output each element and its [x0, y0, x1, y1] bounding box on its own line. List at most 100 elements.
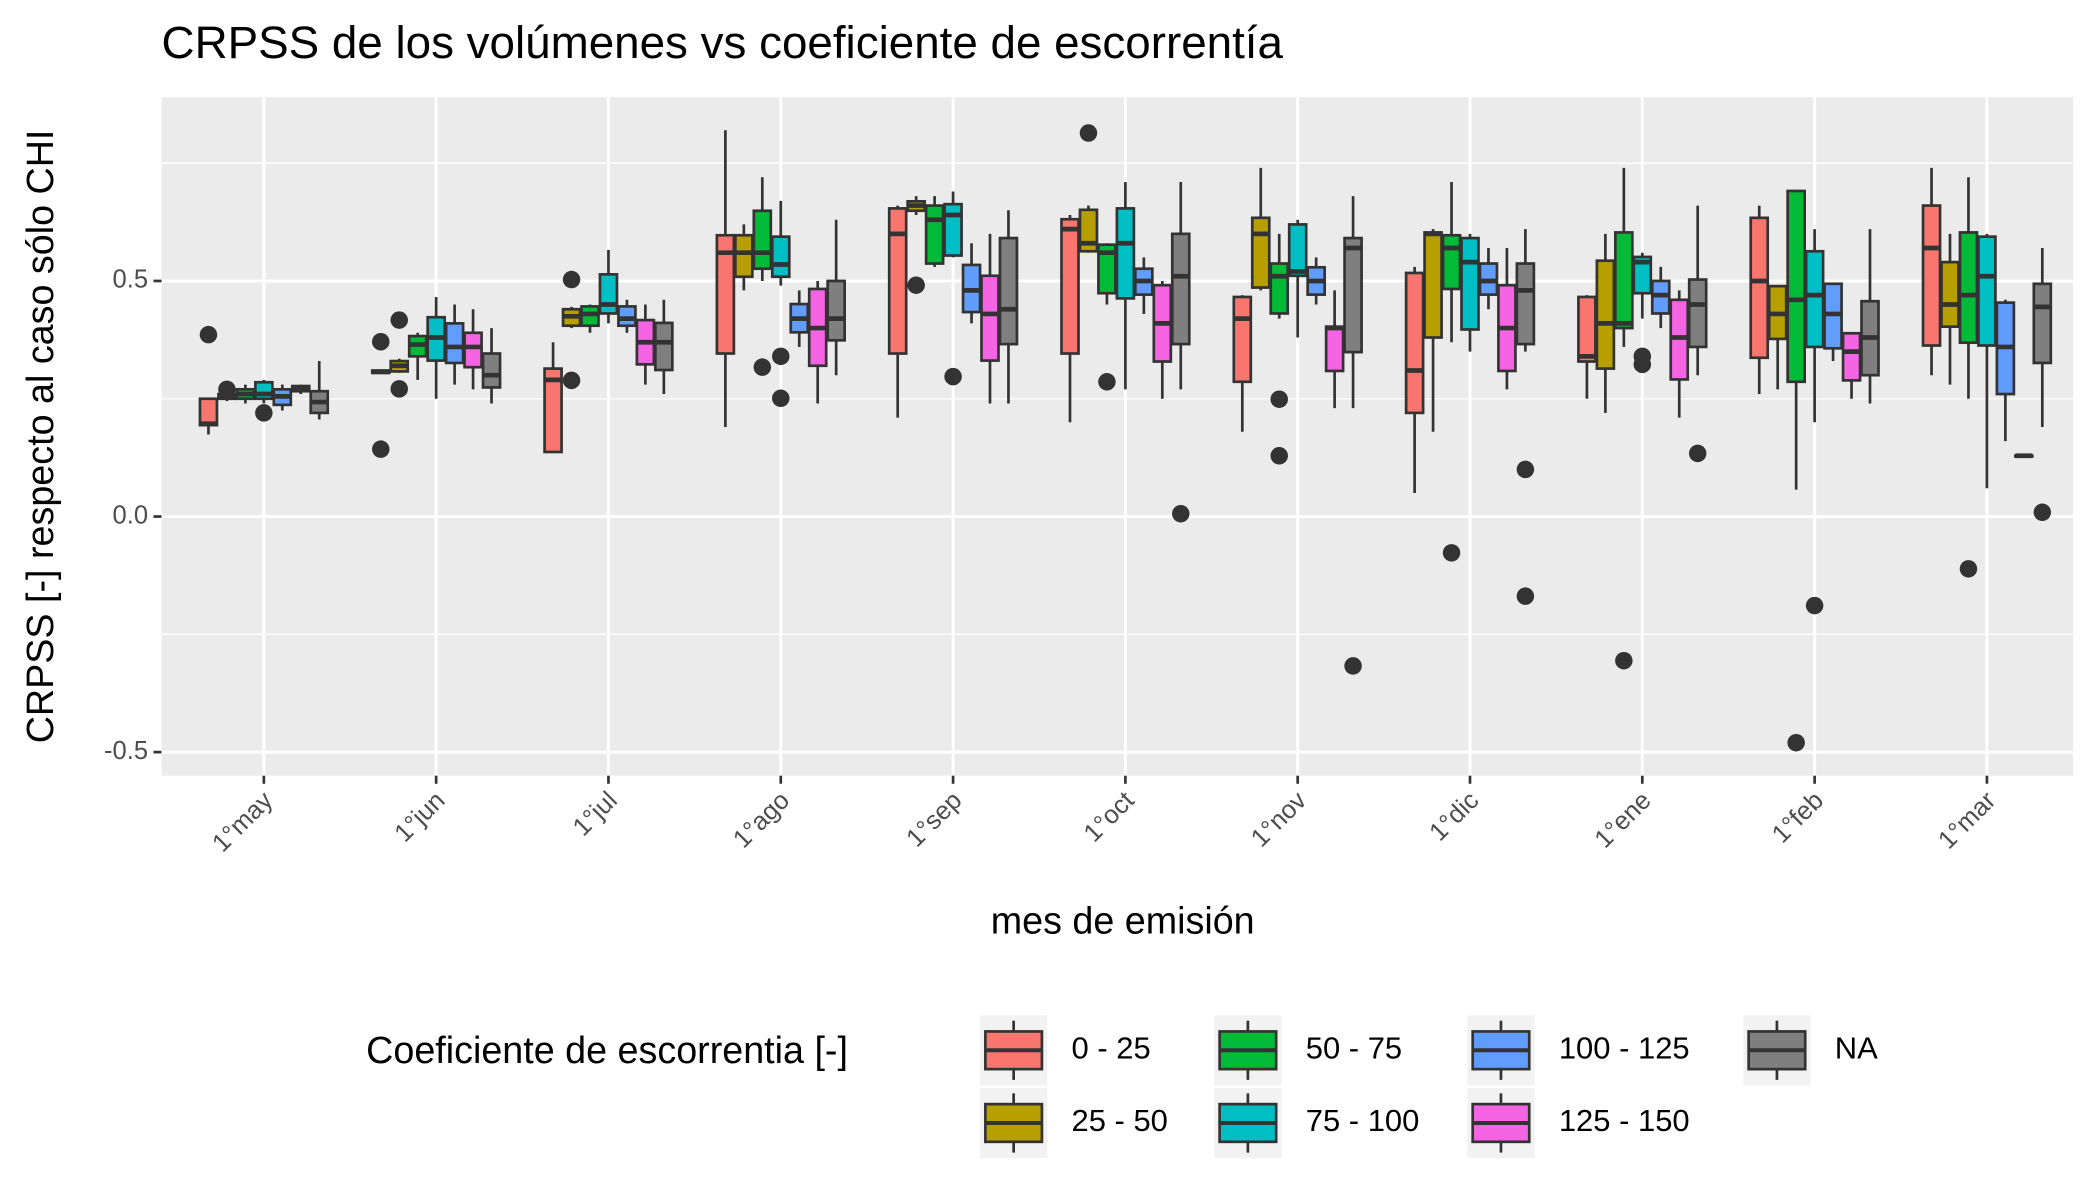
- outlier: [390, 311, 408, 329]
- legend-label: 125 - 150: [1559, 1103, 1690, 1138]
- outlier: [1805, 596, 1824, 615]
- box: [1632, 255, 1653, 295]
- box: [770, 235, 791, 279]
- outlier: [1688, 444, 1707, 463]
- box: [1921, 204, 1942, 347]
- outlier: [372, 332, 390, 351]
- legend-label: NA: [1835, 1030, 1878, 1065]
- outlier: [218, 380, 236, 399]
- box: [752, 209, 773, 271]
- box: [1515, 262, 1536, 346]
- x-tick-label: 1°sep: [901, 786, 967, 852]
- box: [1614, 231, 1634, 330]
- outlier: [1959, 560, 1978, 578]
- outlier: [1787, 733, 1805, 752]
- box: [715, 233, 736, 355]
- box: [998, 236, 1019, 346]
- x-tick-label: 1°dic: [1424, 786, 1484, 846]
- box: [1404, 271, 1425, 415]
- outlier: [772, 347, 790, 366]
- box: [1324, 325, 1345, 373]
- marks: [198, 124, 2053, 752]
- outlier: [753, 358, 772, 376]
- outlier: [1270, 390, 1288, 408]
- box: [1060, 217, 1080, 355]
- x-tick-label: 1°jul: [568, 786, 623, 841]
- box: [198, 397, 219, 427]
- x-tick-label: 1°ene: [1589, 786, 1656, 853]
- outlier: [1442, 544, 1461, 562]
- box: [1441, 233, 1462, 291]
- outlier: [372, 440, 390, 458]
- y-tick-label: -0.5: [104, 737, 148, 765]
- box: [1804, 249, 1825, 349]
- box: [1841, 331, 1862, 382]
- box: [1749, 216, 1770, 360]
- box: [543, 367, 563, 454]
- outlier: [390, 380, 408, 398]
- box: [1786, 189, 1806, 384]
- outlier: [1172, 504, 1190, 523]
- box: [1940, 260, 1960, 329]
- box: [1423, 231, 1443, 339]
- box: [1577, 295, 1597, 363]
- box: [1595, 259, 1616, 370]
- y-tick-label: 0.5: [113, 266, 149, 294]
- outlier: [255, 404, 273, 422]
- outlier: [1270, 447, 1288, 465]
- box: [481, 352, 502, 389]
- outlier: [1615, 651, 1633, 670]
- box: [1687, 278, 1708, 349]
- outlier: [562, 371, 581, 390]
- box: [734, 233, 754, 279]
- legend-label: 25 - 50: [1072, 1103, 1168, 1138]
- outlier: [907, 276, 925, 294]
- box: [2032, 282, 2053, 365]
- outlier: [1344, 657, 1362, 675]
- legend-title: Coeficiente de escorrentia [-]: [366, 1029, 848, 1071]
- outlier: [562, 270, 581, 289]
- x-tick-label: 1°mar: [1933, 786, 2002, 855]
- box: [1232, 295, 1253, 384]
- box: [463, 331, 483, 369]
- box: [1097, 243, 1117, 295]
- box: [887, 207, 908, 355]
- legend-label: 100 - 125: [1559, 1030, 1690, 1065]
- x-axis-label: mes de emisión: [991, 900, 1255, 942]
- box: [1269, 262, 1290, 315]
- box: [1343, 236, 1363, 354]
- box: [1958, 231, 1979, 345]
- outlier: [1079, 124, 1098, 142]
- box: [1115, 207, 1136, 300]
- box: [826, 279, 846, 342]
- chart-title: CRPSS de los volúmenes vs coeficiente de…: [162, 17, 1284, 68]
- box: [617, 305, 637, 328]
- x-tick-label: 1°ago: [728, 786, 795, 853]
- box: [444, 322, 465, 365]
- box: [1287, 223, 1308, 278]
- y-axis-label: CRPSS [-] respecto al caso sólo CHI: [19, 130, 61, 744]
- outlier: [199, 325, 218, 344]
- box: [1977, 235, 1997, 347]
- outlier: [1098, 373, 1116, 391]
- box: [654, 321, 674, 372]
- box: [943, 202, 963, 257]
- outlier: [1516, 460, 1535, 479]
- x-tick-label: 1°jun: [389, 786, 450, 847]
- outlier: [772, 389, 790, 408]
- legend: 0 - 25 25 - 50 50 - 75 75 - 100 100 - 125 125…: [980, 1015, 1878, 1158]
- legend-label: 0 - 25: [1072, 1030, 1151, 1065]
- outlier: [1633, 355, 1652, 374]
- legend-label: 75 - 100: [1306, 1103, 1420, 1138]
- box: [1170, 232, 1191, 346]
- outlier: [944, 367, 962, 386]
- legend-label: 50 - 75: [1306, 1030, 1402, 1065]
- x-tick-label: 1°oct: [1079, 786, 1140, 847]
- box: [1250, 216, 1271, 289]
- x-tick-label: 1°may: [207, 786, 278, 857]
- box: [1460, 236, 1480, 331]
- x-tick-label: 1°feb: [1767, 786, 1829, 848]
- box: [924, 204, 945, 265]
- outlier: [2033, 503, 2052, 522]
